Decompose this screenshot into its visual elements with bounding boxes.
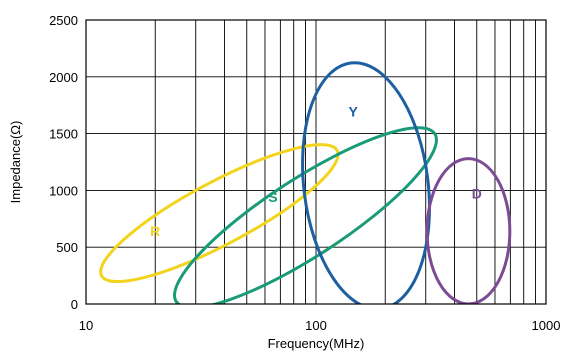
y-tick-label: 2500 [49,13,78,28]
x-tick-label: 10 [79,318,93,333]
y-tick-label: 2000 [49,70,78,85]
region-d-ellipse [425,157,512,304]
region-y-label: Y [348,104,358,120]
x-tick-label: 1000 [532,318,561,333]
region-y-ellipse [301,61,431,304]
region-s-label: S [268,189,277,205]
region-s-ellipse [173,126,438,304]
x-tick-label: 100 [305,318,327,333]
x-axis-label: Frequency(MHz) [268,336,365,351]
region-r-label: R [150,223,160,239]
y-tick-label: 1500 [49,127,78,142]
y-tick-label: 0 [71,297,78,312]
tick-labels: 0 500 1000 1500 2000 2500 10 100 1000 [49,13,560,333]
region-d-label: D [472,185,482,201]
region-r-ellipse [99,143,340,284]
y-axis-label: Impedance(Ω) [8,121,23,204]
y-tick-label: 1000 [49,183,78,198]
plot-frame [85,19,547,305]
grid [86,20,546,304]
region-labels: R S Y D [150,104,482,239]
y-tick-label: 500 [56,240,78,255]
regions [99,61,512,304]
